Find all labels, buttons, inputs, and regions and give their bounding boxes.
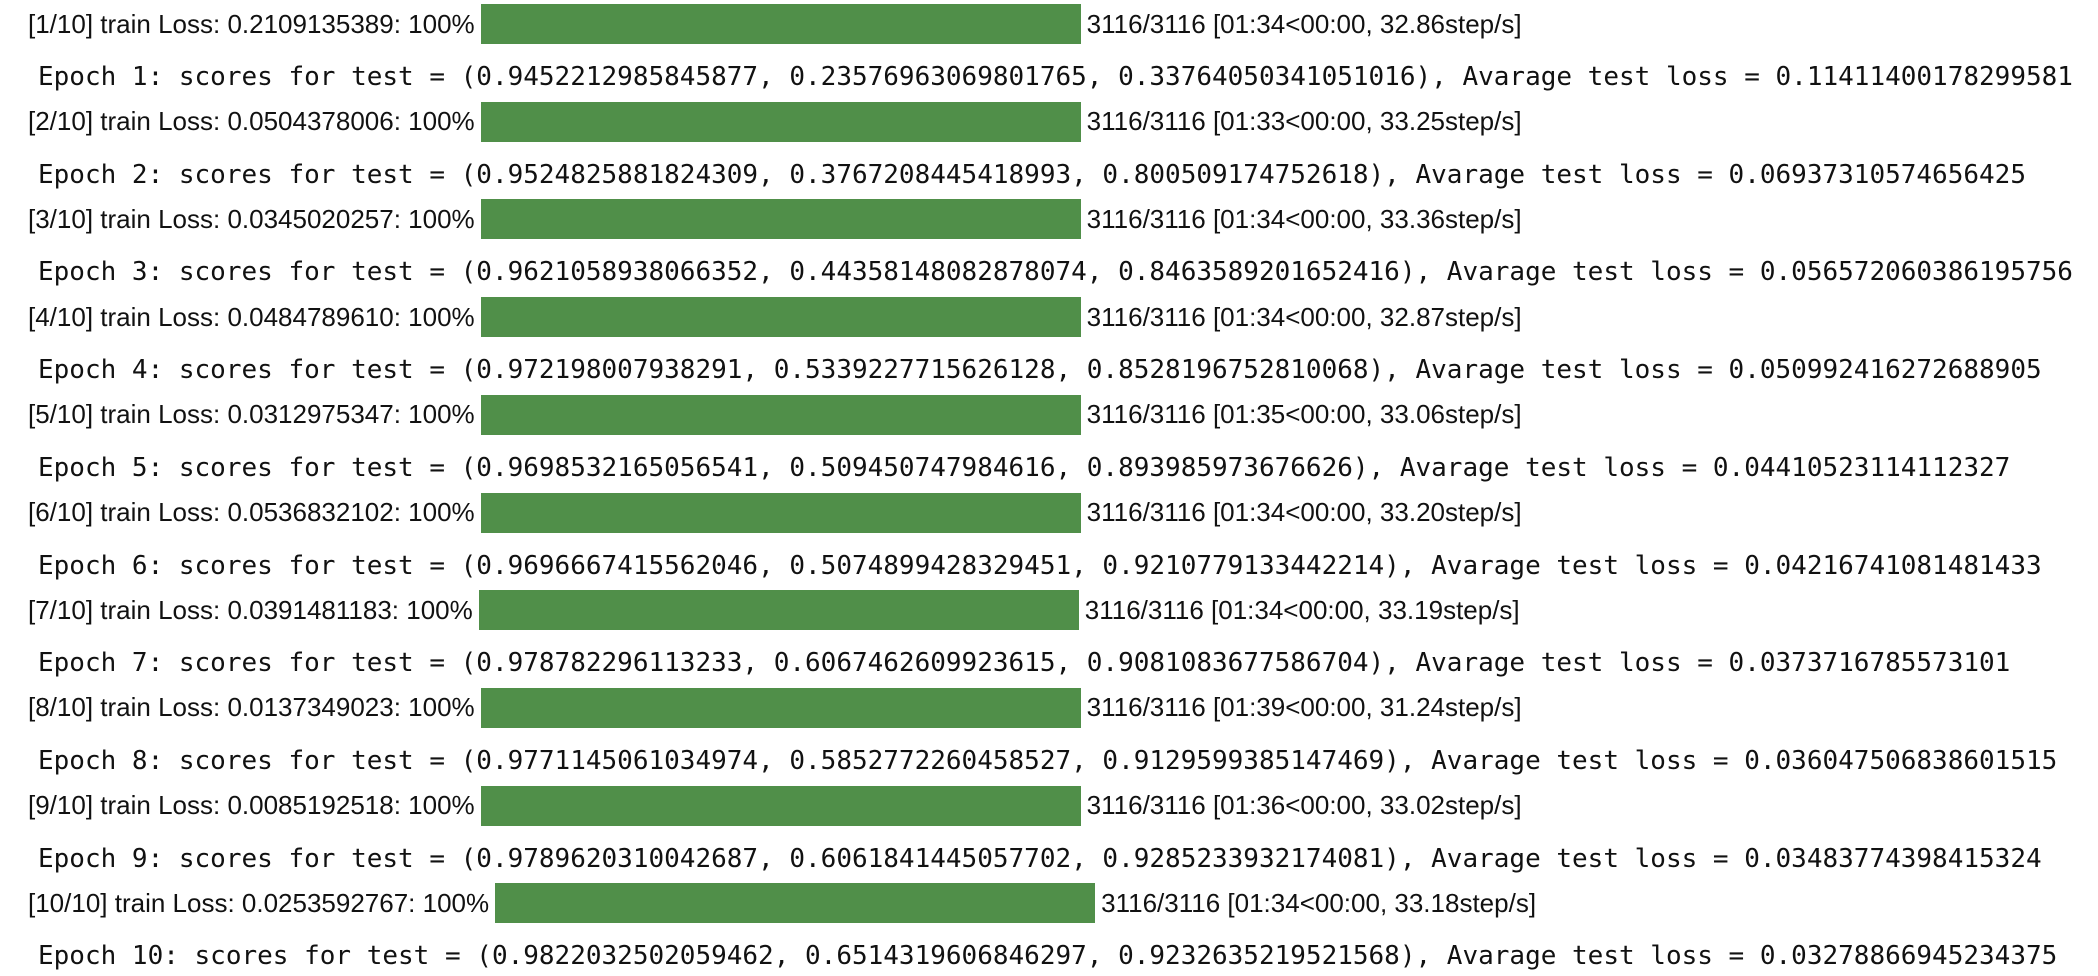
progress-label: [7/10] train Loss: 0.0391481183: 100% (28, 594, 473, 625)
progress-bar (495, 883, 1096, 924)
progress-bar (480, 687, 1081, 728)
progress-bar-fill (480, 199, 1081, 240)
progress-bar-fill (480, 492, 1081, 533)
progress-bar-fill (480, 101, 1081, 142)
progress-bar-row: [10/10] train Loss: 0.0253592767: 100% 31… (28, 883, 1537, 924)
progress-bar-fill (480, 4, 1081, 44)
progress-bar-fill (480, 785, 1081, 826)
progress-bar-row: [6/10] train Loss: 0.0536832102: 100% 311… (28, 492, 1522, 533)
progress-bar-fill (480, 687, 1081, 728)
progress-bar-fill (480, 394, 1081, 435)
progress-label: [2/10] train Loss: 0.0504378006: 100% (28, 106, 475, 137)
progress-bar (480, 394, 1081, 435)
epoch-scores-line: Epoch 8: scores for test = (0.9771145061… (38, 745, 2058, 776)
progress-label: [10/10] train Loss: 0.0253592767: 100% (28, 887, 490, 918)
epoch-scores-line: Epoch 2: scores for test = (0.9524825881… (38, 159, 2026, 190)
progress-label: [4/10] train Loss: 0.0484789610: 100% (28, 301, 475, 332)
progress-label: [5/10] train Loss: 0.0312975347: 100% (28, 399, 475, 430)
progress-status: 3116/3116 [01:33<00:00, 33.25step/s] (1086, 106, 1522, 137)
progress-bar-row: [2/10] train Loss: 0.0504378006: 100% 311… (28, 101, 1522, 142)
progress-label: [9/10] train Loss: 0.0085192518: 100% (28, 790, 475, 821)
progress-label: [8/10] train Loss: 0.0137349023: 100% (28, 692, 475, 723)
progress-status: 3116/3116 [01:34<00:00, 33.18step/s] (1101, 887, 1537, 918)
progress-bar-fill (495, 883, 1096, 924)
progress-status: 3116/3116 [01:36<00:00, 33.02step/s] (1086, 790, 1522, 821)
progress-bar-row: [8/10] train Loss: 0.0137349023: 100% 311… (28, 687, 1522, 728)
epoch-scores-line: Epoch 1: scores for test = (0.9452212985… (38, 62, 2073, 92)
epoch-scores-line: Epoch 3: scores for test = (0.9621058938… (38, 257, 2073, 288)
progress-label: [3/10] train Loss: 0.0345020257: 100% (28, 203, 475, 234)
epoch-scores-line: Epoch 9: scores for test = (0.9789620310… (38, 843, 2042, 874)
progress-bar (480, 785, 1081, 826)
progress-bar (478, 590, 1079, 631)
progress-bar-fill (480, 297, 1081, 338)
epoch-scores-line: Epoch 5: scores for test = (0.9698532165… (38, 452, 2011, 483)
epoch-scores-line: Epoch 7: scores for test = (0.9787822961… (38, 648, 2011, 679)
progress-bar-row: [1/10] train Loss: 0.2109135389: 100% 311… (28, 4, 1522, 44)
progress-bar-row: [7/10] train Loss: 0.0391481183: 100% 311… (28, 590, 1520, 631)
progress-status: 3116/3116 [01:34<00:00, 32.87step/s] (1086, 301, 1522, 332)
progress-status: 3116/3116 [01:39<00:00, 31.24step/s] (1086, 692, 1522, 723)
progress-label: [6/10] train Loss: 0.0536832102: 100% (28, 497, 475, 527)
progress-bar (480, 199, 1081, 240)
progress-status: 3116/3116 [01:34<00:00, 33.19step/s] (1084, 594, 1520, 625)
progress-bar-fill (478, 590, 1079, 631)
progress-bar (480, 101, 1081, 142)
progress-status: 3116/3116 [01:34<00:00, 32.86step/s] (1086, 8, 1522, 39)
progress-bar (480, 492, 1081, 533)
progress-status: 3116/3116 [01:35<00:00, 33.06step/s] (1086, 399, 1522, 430)
progress-bar-row: [9/10] train Loss: 0.0085192518: 100% 311… (28, 785, 1522, 826)
progress-status: 3116/3116 [01:34<00:00, 33.36step/s] (1086, 203, 1522, 234)
epoch-scores-line: Epoch 4: scores for test = (0.9721980079… (38, 355, 2042, 386)
epoch-scores-line: Epoch 6: scores for test = (0.9696667415… (38, 550, 2042, 581)
progress-status: 3116/3116 [01:34<00:00, 33.20step/s] (1086, 497, 1522, 527)
progress-label: [1/10] train Loss: 0.2109135389: 100% (28, 8, 475, 39)
progress-bar-row: [4/10] train Loss: 0.0484789610: 100% 311… (28, 297, 1522, 338)
progress-bar (480, 297, 1081, 338)
progress-bar (480, 4, 1081, 44)
progress-bar-row: [5/10] train Loss: 0.0312975347: 100% 311… (28, 394, 1522, 435)
epoch-scores-line: Epoch 10: scores for test = (0.982203250… (38, 941, 2058, 972)
progress-bar-row: [3/10] train Loss: 0.0345020257: 100% 311… (28, 199, 1522, 240)
